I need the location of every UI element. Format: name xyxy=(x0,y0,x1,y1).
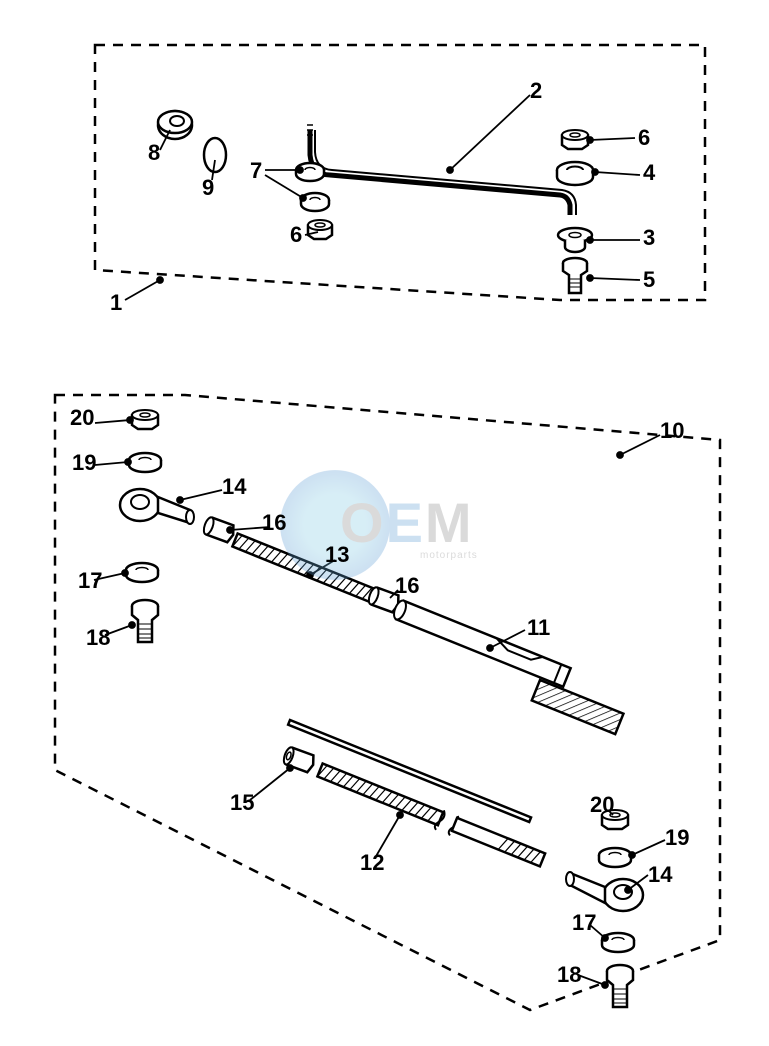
label-12: 12 xyxy=(360,850,384,876)
part-steering-rod xyxy=(307,125,576,215)
part-threaded-rod-13 xyxy=(232,534,376,603)
label-16b: 16 xyxy=(395,573,419,599)
part-bushing-4 xyxy=(557,162,593,185)
part-cap-nut xyxy=(158,111,192,139)
part-washer-19-left xyxy=(129,453,161,472)
label-11: 11 xyxy=(527,615,550,641)
label-18b: 18 xyxy=(557,962,581,988)
label-13: 13 xyxy=(325,542,349,568)
label-16a: 16 xyxy=(262,510,286,536)
part-nut-6-right xyxy=(562,130,588,149)
label-5: 5 xyxy=(643,267,655,293)
label-7: 7 xyxy=(250,158,262,184)
label-10: 10 xyxy=(660,418,684,444)
label-17b: 17 xyxy=(572,910,596,936)
part-ball-joint-14-left xyxy=(120,489,194,524)
part-washer-19-right xyxy=(599,848,631,867)
label-6a: 6 xyxy=(638,125,650,151)
label-15: 15 xyxy=(230,790,254,816)
part-nut-6-left xyxy=(308,220,332,239)
label-4: 4 xyxy=(643,160,655,186)
label-6b: 6 xyxy=(290,222,302,248)
label-14a: 14 xyxy=(222,474,246,500)
part-sleeve-11 xyxy=(392,599,571,687)
label-20a: 20 xyxy=(70,405,94,431)
diagram-container: OEM motorparts 1 2 3 4 5 6 6 7 8 9 10 11… xyxy=(0,0,769,1041)
label-20b: 20 xyxy=(590,792,614,818)
label-1: 1 xyxy=(110,290,122,316)
label-8: 8 xyxy=(148,140,160,166)
label-14b: 14 xyxy=(648,862,672,888)
part-bolt-18-left xyxy=(132,600,158,642)
label-19a: 19 xyxy=(72,450,96,476)
label-19b: 19 xyxy=(665,825,689,851)
part-washer-17-left xyxy=(126,563,158,582)
part-o-ring xyxy=(204,138,226,172)
part-bolt-5 xyxy=(563,258,587,293)
lower-section-boundary xyxy=(55,395,720,1010)
part-bolt-18-right xyxy=(607,965,633,1007)
label-2: 2 xyxy=(530,78,542,104)
mounting-surface xyxy=(288,680,623,822)
label-18a: 18 xyxy=(86,625,110,651)
label-3: 3 xyxy=(643,225,655,251)
label-9: 9 xyxy=(202,175,214,201)
label-17a: 17 xyxy=(78,568,102,594)
part-locknut-20-left xyxy=(132,410,158,429)
